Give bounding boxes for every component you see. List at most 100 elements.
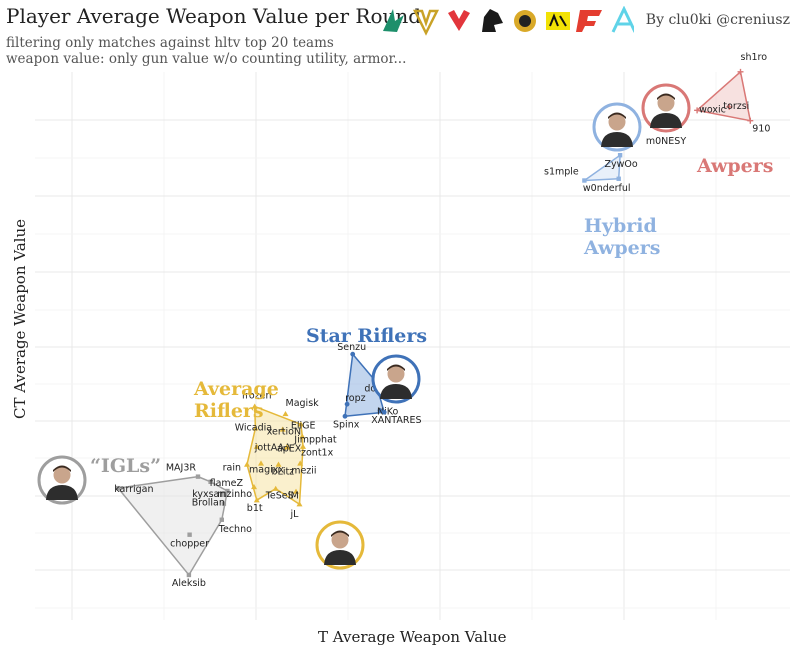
- player-label: w0nderful: [583, 183, 631, 194]
- data-point-marker: [275, 461, 282, 467]
- group-label: Star Riflers: [306, 325, 427, 347]
- data-point-marker: [221, 501, 227, 506]
- mongolz-logo-icon: [514, 10, 536, 32]
- group-hull: [246, 405, 304, 505]
- player-label: ropz: [345, 393, 366, 404]
- player-label: xertioN: [267, 426, 301, 437]
- data-point-marker: [282, 410, 289, 417]
- x-axis-label: T Average Weapon Value: [318, 628, 507, 646]
- data-point-marker: [253, 443, 260, 449]
- player-label: sh1ro: [741, 52, 768, 63]
- player-group: ZywOo s1mple w0nderful Hybrid Awpers: [544, 153, 660, 259]
- data-point-marker: [747, 117, 754, 124]
- player-label: ZywOo: [604, 159, 637, 170]
- data-point-marker: [296, 501, 303, 507]
- data-point-marker: [283, 444, 290, 450]
- featured-player-name: m0NESY: [646, 136, 686, 147]
- data-point-marker: [279, 426, 286, 432]
- player-label: Magisk: [286, 398, 320, 409]
- player-label: magixx: [249, 464, 284, 475]
- player-avatar: karrigan: [37, 455, 87, 505]
- data-point-marker: [258, 460, 264, 466]
- chart-subtitle-filter: filtering only matches against hltv top …: [6, 35, 334, 51]
- group-hull: [583, 154, 621, 182]
- player-label: MAJ3R: [166, 463, 197, 474]
- data-point-marker: [116, 485, 121, 491]
- group-hull: [696, 71, 752, 122]
- data-point-marker: [225, 488, 230, 494]
- author-credit: By clu0ki @creniusz: [645, 12, 790, 28]
- data-point-marker: [297, 421, 304, 427]
- data-point-marker: [253, 497, 260, 503]
- data-point-marker: [377, 408, 383, 413]
- group-label: Awpers: [696, 155, 773, 177]
- player-label: Wicadia: [235, 422, 272, 433]
- player-label: jottAAA: [254, 443, 291, 454]
- data-point-marker: [582, 178, 587, 183]
- player-label: kyxsan: [192, 489, 225, 500]
- player-avatar: donk: [371, 354, 421, 404]
- player-label: karrigan: [114, 484, 153, 495]
- group-label: Average Riflers: [193, 378, 279, 422]
- data-point-marker: [617, 153, 623, 158]
- data-point-marker: [726, 103, 733, 110]
- chart-subtitle-definition: weapon value: only gun value w/o countin…: [6, 51, 407, 67]
- vitality-logo-icon: [412, 9, 440, 36]
- data-point-marker: [252, 425, 259, 431]
- navi-logo-icon: [546, 12, 570, 30]
- player-label: torzsi: [723, 101, 749, 112]
- player-label: Techno: [218, 524, 252, 535]
- data-point-marker: [195, 474, 201, 479]
- player-photo-icon: [46, 465, 78, 500]
- player-label: mezii: [291, 465, 316, 476]
- chart-title: Player Average Weapon Value per Round: [6, 4, 422, 28]
- player-label: Spinx: [333, 419, 360, 430]
- player-label: bLitz: [272, 467, 295, 478]
- player-label: 910: [752, 124, 770, 135]
- player-avatar: jL: [315, 520, 365, 570]
- group-label: “IGLs”: [90, 455, 161, 477]
- data-point-marker: [208, 479, 213, 484]
- data-point-marker: [219, 517, 224, 522]
- data-point-marker: [299, 433, 306, 439]
- player-label: Brollan: [192, 498, 225, 509]
- aurora-logo-icon: [611, 6, 634, 33]
- player-group: frozenMagiskWicadiaxertioNEliGEJimpphatj…: [193, 378, 337, 520]
- player-label: EliGE: [291, 420, 316, 431]
- player-photo-icon: [601, 112, 633, 147]
- team-logos: [383, 6, 634, 36]
- mouz-logo-icon: [448, 10, 470, 31]
- player-group: Senzu donk ropz NiKo Spinx XANTARES Star Rifle…: [306, 325, 427, 430]
- data-point-marker: [251, 403, 258, 409]
- data-point-marker: [297, 460, 304, 466]
- player-photo-icon: [650, 93, 682, 128]
- data-point-marker: [187, 532, 192, 537]
- player-photo-icon: [380, 364, 412, 399]
- player-label: XANTARES: [371, 415, 421, 426]
- y-axis-label: CT Average Weapon Value: [11, 219, 29, 419]
- data-point-marker: [186, 572, 192, 578]
- faze-logo-icon: [576, 10, 602, 32]
- player-photo-icon: [324, 530, 356, 565]
- player-label: NiKo: [377, 407, 399, 418]
- data-point-marker: [293, 488, 299, 494]
- player-label: b1t: [247, 503, 263, 514]
- player-label: flameZ: [210, 478, 244, 489]
- data-point-marker: [244, 461, 250, 467]
- player-label: TeSeS: [265, 491, 294, 502]
- data-point-marker: [344, 401, 350, 407]
- data-point-marker: [694, 107, 701, 114]
- data-point-marker: [737, 68, 744, 75]
- player-label: mzinho: [217, 489, 252, 500]
- player-label: iM: [288, 491, 299, 502]
- player-avatar: ZywOo: [592, 102, 642, 152]
- data-point-marker: [251, 483, 257, 490]
- player-label: chopper: [170, 539, 209, 550]
- group-label: Hybrid Awpers: [583, 215, 660, 259]
- data-point-marker: [342, 413, 348, 419]
- player-label: Aleksib: [172, 578, 206, 589]
- data-point-marker: [272, 485, 279, 491]
